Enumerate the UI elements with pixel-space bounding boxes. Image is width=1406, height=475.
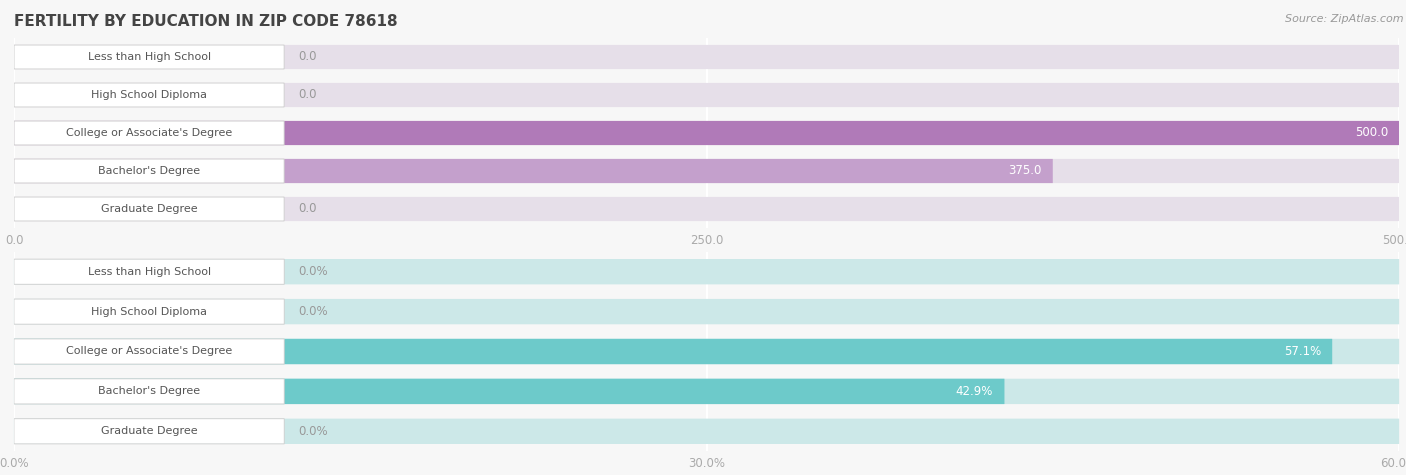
FancyBboxPatch shape [14,299,284,324]
FancyBboxPatch shape [14,379,1399,404]
Text: 500.0: 500.0 [1354,126,1388,140]
FancyBboxPatch shape [14,83,1399,107]
Text: 0.0: 0.0 [298,88,316,102]
Text: High School Diploma: High School Diploma [91,90,207,100]
FancyBboxPatch shape [14,259,284,284]
Text: 0.0%: 0.0% [298,265,328,278]
FancyBboxPatch shape [14,379,284,404]
FancyBboxPatch shape [14,121,1399,145]
Text: 0.0: 0.0 [298,50,316,64]
Text: 0.0%: 0.0% [298,425,328,438]
Text: Bachelor's Degree: Bachelor's Degree [98,166,200,176]
Text: Graduate Degree: Graduate Degree [101,204,197,214]
FancyBboxPatch shape [14,159,1399,183]
Text: 0.0: 0.0 [298,202,316,216]
FancyBboxPatch shape [14,339,1399,364]
FancyBboxPatch shape [14,197,1399,221]
FancyBboxPatch shape [14,197,284,221]
FancyBboxPatch shape [14,159,284,183]
FancyBboxPatch shape [14,159,1053,183]
Text: College or Associate's Degree: College or Associate's Degree [66,128,232,138]
FancyBboxPatch shape [14,83,284,107]
FancyBboxPatch shape [14,419,284,444]
FancyBboxPatch shape [14,339,1333,364]
Text: High School Diploma: High School Diploma [91,306,207,317]
Text: Source: ZipAtlas.com: Source: ZipAtlas.com [1285,14,1403,24]
Text: Less than High School: Less than High School [87,266,211,277]
Text: 375.0: 375.0 [1008,164,1042,178]
Text: Graduate Degree: Graduate Degree [101,426,197,437]
FancyBboxPatch shape [14,339,284,364]
FancyBboxPatch shape [14,259,1399,285]
FancyBboxPatch shape [14,299,1399,324]
Text: 42.9%: 42.9% [956,385,993,398]
Text: FERTILITY BY EDUCATION IN ZIP CODE 78618: FERTILITY BY EDUCATION IN ZIP CODE 78618 [14,14,398,29]
FancyBboxPatch shape [14,121,1399,145]
FancyBboxPatch shape [14,121,284,145]
FancyBboxPatch shape [14,45,1399,69]
Text: 57.1%: 57.1% [1284,345,1322,358]
Text: 0.0%: 0.0% [298,305,328,318]
FancyBboxPatch shape [14,379,1004,404]
FancyBboxPatch shape [14,45,284,69]
Text: College or Associate's Degree: College or Associate's Degree [66,346,232,357]
Text: Less than High School: Less than High School [87,52,211,62]
FancyBboxPatch shape [14,418,1399,444]
Text: Bachelor's Degree: Bachelor's Degree [98,386,200,397]
